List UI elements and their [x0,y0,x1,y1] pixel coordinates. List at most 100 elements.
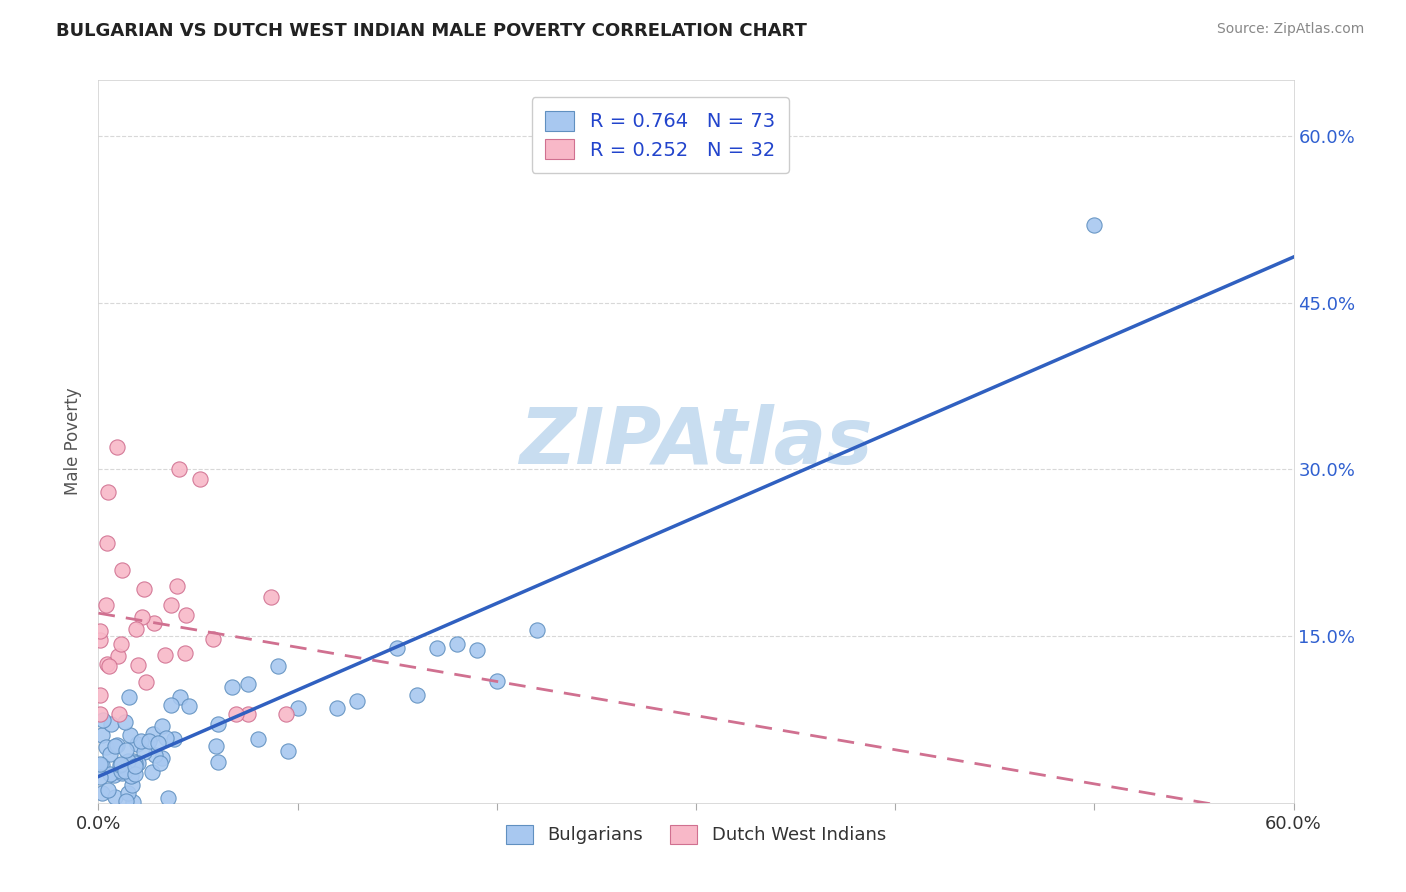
Point [117,786,139,800]
Point [188,472,211,486]
Point [153,648,176,662]
Point [221,680,243,694]
Point [124,756,146,771]
Point [169,690,191,705]
Point [201,632,224,646]
Point [446,637,468,651]
Point [118,690,141,705]
Point [97,484,120,499]
Point [146,736,169,750]
Point [134,746,156,760]
Point [114,743,136,757]
Point [385,641,409,656]
Point [94,739,117,754]
Point [465,642,488,657]
Point [96,535,118,549]
Point [94,598,117,612]
Point [89,633,111,648]
Point [141,764,163,779]
Point [326,701,349,715]
Point [177,698,200,713]
Point [166,579,188,593]
Point [120,769,142,783]
Point [114,714,136,729]
Point [105,738,128,752]
Point [135,674,157,689]
Point [267,658,290,673]
Point [89,757,111,772]
Point [426,640,449,655]
Point [167,462,190,476]
Point [205,739,228,754]
Point [173,646,195,660]
Y-axis label: Male Poverty: Male Poverty [65,388,83,495]
Point [115,757,138,772]
Point [260,591,283,605]
Point [114,764,136,778]
Point [125,737,148,751]
Point [142,727,165,741]
Point [132,582,155,596]
Point [163,732,186,747]
Point [207,755,229,769]
Point [118,728,141,742]
Point [110,637,132,651]
Point [143,747,166,762]
Point [156,790,179,805]
Point [124,759,146,773]
Point [125,622,148,636]
Point [160,598,183,612]
Point [143,615,166,630]
Point [111,765,134,780]
Point [110,761,132,775]
Point [110,764,132,778]
Point [238,706,260,721]
Point [108,758,131,772]
Point [89,624,111,639]
Point [277,744,299,758]
Point [131,609,153,624]
Point [207,716,229,731]
Point [149,756,172,771]
Point [174,608,197,623]
Point [103,739,125,753]
Point [225,706,247,721]
Point [91,713,114,727]
Point [104,790,127,805]
Point [276,706,298,721]
Text: BULGARIAN VS DUTCH WEST INDIAN MALE POVERTY CORRELATION CHART: BULGARIAN VS DUTCH WEST INDIAN MALE POVE… [56,22,807,40]
Point [89,689,111,703]
Point [122,795,145,809]
Point [105,440,128,454]
Point [526,623,548,637]
Point [160,698,183,712]
Point [127,756,149,771]
Point [100,716,122,731]
Point [90,786,112,800]
Point [124,767,146,781]
Point [103,768,125,782]
Point [97,658,120,673]
Point [121,778,143,792]
Point [100,767,122,781]
Point [287,700,309,714]
Point [152,751,174,765]
Point [115,794,138,808]
Point [110,756,132,771]
Point [91,728,114,742]
Point [346,694,368,708]
Text: ZIPAtlas: ZIPAtlas [519,403,873,480]
Point [89,770,111,784]
Text: Source: ZipAtlas.com: Source: ZipAtlas.com [1216,22,1364,37]
Point [111,563,134,577]
Point [246,731,269,746]
Point [138,733,160,747]
Legend: Bulgarians, Dutch West Indians: Bulgarians, Dutch West Indians [499,818,893,852]
Point [108,706,131,721]
Point [91,758,114,772]
Point [96,657,118,671]
Point [89,706,111,721]
Point [122,755,145,769]
Point [127,658,149,673]
Point [150,719,173,733]
